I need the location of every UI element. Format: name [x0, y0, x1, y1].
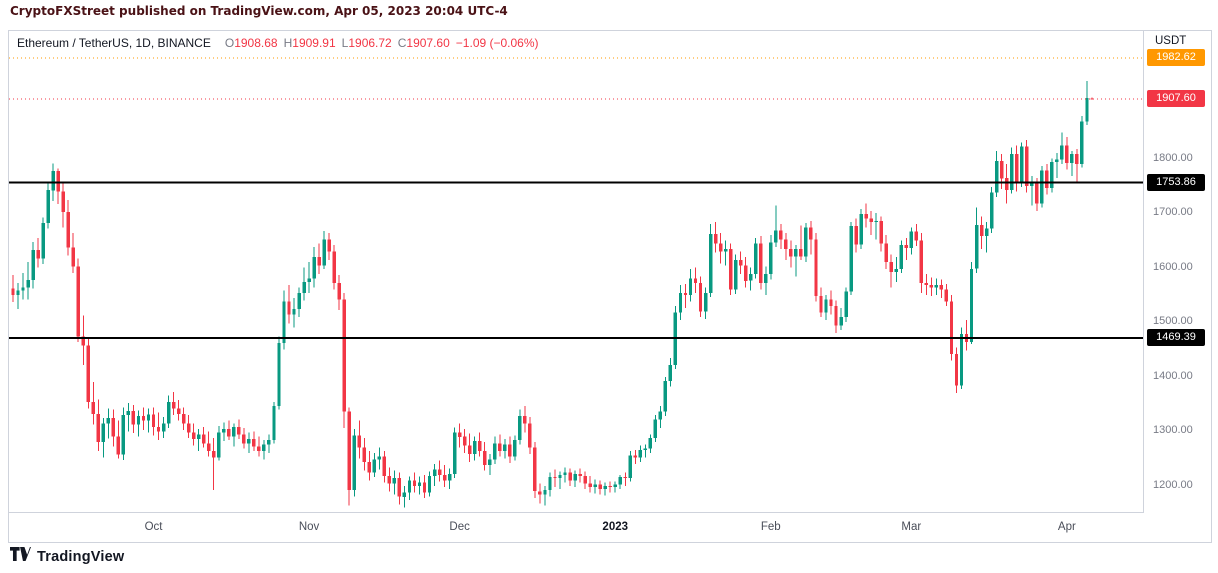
price-tick-label: 1500.00	[1153, 315, 1193, 328]
open-value: 1908.68	[234, 36, 278, 50]
price-tick-label: 1300.00	[1153, 424, 1193, 437]
tradingview-attribution[interactable]: TradingView	[10, 546, 124, 567]
tradingview-logo-icon	[10, 546, 31, 567]
price-tick-label: 1400.00	[1153, 369, 1193, 382]
publisher-header: CryptoFXStreet published on TradingView.…	[10, 4, 508, 18]
high-value: 1909.91	[292, 36, 336, 50]
open-label: O	[224, 36, 235, 50]
price-tick-label: 1700.00	[1153, 206, 1193, 219]
low-value: 1906.72	[348, 36, 392, 50]
time-tick-feb: Feb	[760, 521, 781, 533]
support-line-badge: 1469.39	[1147, 329, 1205, 347]
publisher-line: CryptoFXStreet published on TradingView.…	[10, 4, 508, 18]
last-price-line-badge: 1907.60	[1147, 90, 1205, 108]
price-tick-label: 1200.00	[1153, 478, 1193, 491]
time-tick-2023: 2023	[602, 521, 629, 533]
time-tick-nov: Nov	[298, 521, 320, 533]
price-tick-label: 1800.00	[1153, 151, 1193, 164]
time-axis[interactable]: Oct Nov Dec 2023 Feb Mar Apr	[9, 514, 1144, 542]
chart-legend: Ethereum / TetherUS, 1D, BINANCE O1908.68…	[17, 36, 539, 50]
candlestick-series	[11, 81, 1094, 508]
high-label: H	[283, 36, 293, 50]
price-axis-currency: USDT	[1155, 35, 1187, 47]
price-lines	[9, 57, 1143, 339]
low-label: L	[341, 36, 349, 50]
resistance-line-badge: 1753.86	[1147, 174, 1205, 192]
symbol-title[interactable]: Ethereum / TetherUS, 1D, BINANCE	[17, 36, 211, 50]
time-tick-mar: Mar	[901, 521, 922, 533]
target-line-badge: 1982.62	[1147, 49, 1205, 67]
tradingview-brand[interactable]: TradingView	[37, 548, 125, 565]
close-value: 1907.60	[406, 36, 450, 50]
chart-widget: Ethereum / TetherUS, 1D, BINANCE O1908.68…	[8, 30, 1212, 543]
price-tick-label: 1600.00	[1153, 260, 1193, 273]
time-tick-oct: Oct	[144, 521, 163, 533]
candlestick-plot[interactable]	[9, 31, 1143, 512]
change-value: −1.09 (−0.06%)	[455, 36, 539, 50]
price-chart[interactable]: Ethereum / TetherUS, 1D, BINANCE O1908.68…	[9, 31, 1144, 513]
close-label: C	[397, 36, 407, 50]
price-axis[interactable]: USDT 1800.00 1700.00 1600.00 1500.00 1400.00…	[1145, 31, 1211, 513]
time-tick-apr: Apr	[1057, 521, 1076, 533]
time-tick-dec: Dec	[449, 521, 470, 533]
